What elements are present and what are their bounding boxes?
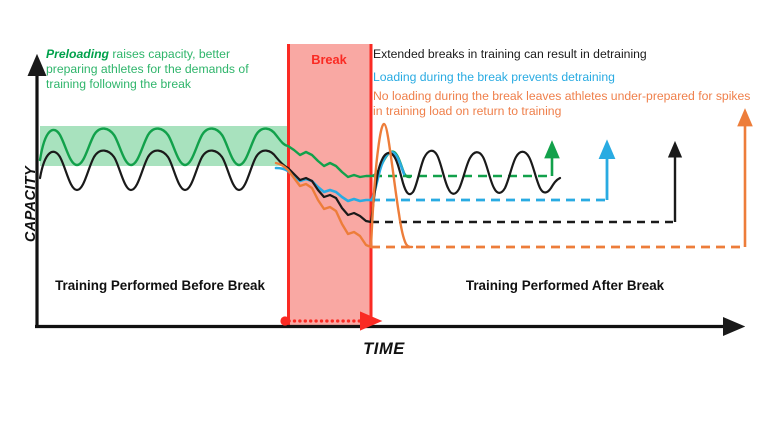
series-orange-spike [369, 122, 414, 249]
series-black-post-break-oscillation [369, 149, 562, 224]
series-green-preloading [38, 127, 373, 179]
annotation-no-loading: No loading during the break leaves athle… [373, 89, 754, 119]
annotation-preloading-rest: raises capacity, better preparing athlet… [46, 47, 252, 92]
break-start-dot [280, 316, 290, 326]
annotation-preloading-emphasis: Preloading [46, 47, 109, 61]
break-region [288, 44, 372, 325]
annotation-detraining: Extended breaks in training can result i… [373, 47, 647, 61]
series-orange-noloading [274, 161, 373, 249]
annotation-loading: Loading during the break prevents detrai… [373, 70, 615, 84]
break-label: Break [311, 52, 347, 67]
segment-label-before-break: Training Performed Before Break [55, 278, 265, 293]
y-axis-label: CAPACITY [23, 165, 39, 243]
annotation-preloading: Preloading raises capacity, better prepa… [46, 47, 278, 93]
x-axis-label: TIME [363, 340, 405, 358]
series-black-training [38, 149, 373, 224]
segment-label-after-break: Training Performed After Break [465, 278, 665, 293]
